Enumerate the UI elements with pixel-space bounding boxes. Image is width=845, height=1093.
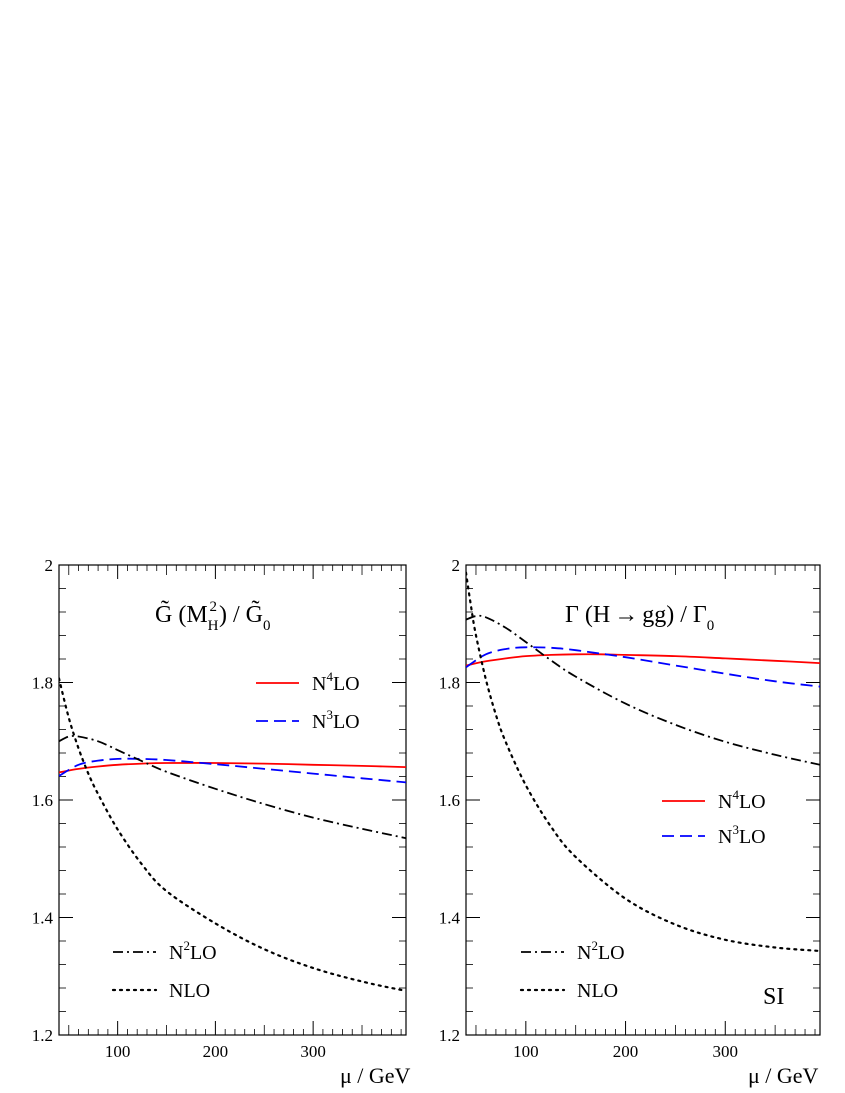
legend-label-rest: LO [333, 673, 360, 695]
x-axis-label: μ / GeV [340, 1063, 411, 1088]
legend-label-base: N [718, 791, 732, 813]
series-line-n2lo [59, 735, 406, 840]
y-tick-label: 1.4 [439, 909, 461, 928]
series-line-nlo [466, 571, 820, 953]
title-sub: 0 [263, 618, 271, 634]
legend-label-rest: LO [333, 711, 360, 733]
legend-label-sup: 2 [183, 938, 190, 953]
legend-label-nlo: NLO [577, 980, 618, 1002]
title-part: G̃ (M [155, 600, 208, 628]
plot-frame [58, 564, 407, 1036]
y-tick-label: 1.2 [32, 1026, 53, 1045]
y-tick-label: 2 [452, 556, 461, 575]
title-part: gg) / Γ [642, 602, 707, 628]
x-tick-label: 300 [300, 1042, 326, 1061]
panel-title: G̃ (MH 2) / G̃0 [155, 599, 271, 634]
legend-label-rest: LO [739, 826, 766, 848]
x-tick-label: 100 [513, 1042, 539, 1061]
legend-label-base: N [312, 711, 326, 733]
title-arrow: → [614, 602, 638, 628]
series-line-n3lo [59, 757, 406, 784]
y-tick-label: 1.8 [32, 674, 53, 693]
series-line-n3lo [466, 646, 820, 688]
legend-label-n3lo: N3LO [718, 822, 766, 848]
legend-label-n2lo: N2LO [577, 938, 625, 964]
legend-label-base: N [169, 942, 183, 964]
panel-title: Γ (H → gg) / Γ0 [565, 602, 714, 634]
title-part: Γ (H [565, 602, 610, 628]
legend-label-n4lo: N4LO [718, 787, 766, 813]
x-tick-label: 200 [613, 1042, 639, 1061]
y-tick-label: 1.4 [32, 909, 54, 928]
legend-label-sup: 3 [326, 707, 333, 722]
legend-label-sup: 4 [732, 787, 739, 802]
legend-label-rest: LO [190, 942, 217, 964]
legend-label-n4lo: N4LO [312, 669, 360, 695]
y-tick-label: 2 [45, 556, 54, 575]
panel-annotation: SI [763, 984, 784, 1010]
series-line-n4lo [466, 653, 820, 667]
legend-label-sup: 3 [732, 822, 739, 837]
legend-label-base: N [312, 673, 326, 695]
title-sup: 2 [210, 599, 218, 615]
legend-label-n2lo: N2LO [169, 938, 217, 964]
legend-label-base: N [718, 826, 732, 848]
legend-label-base: NLO [169, 980, 210, 1002]
y-tick-label: 1.6 [439, 791, 460, 810]
title-sub: 0 [707, 618, 715, 634]
plot-frame [465, 564, 821, 1036]
x-tick-label: 100 [105, 1042, 131, 1061]
x-tick-label: 200 [203, 1042, 229, 1061]
legend-label-rest: LO [598, 942, 625, 964]
legend-label-base: NLO [577, 980, 618, 1002]
title-part: ) / G̃ [219, 600, 263, 628]
series-line-n4lo [59, 762, 406, 774]
y-tick-label: 1.6 [32, 791, 53, 810]
legend-label-sup: 2 [591, 938, 598, 953]
legend-label-base: N [577, 942, 591, 964]
y-tick-label: 1.2 [439, 1026, 460, 1045]
legend-label-rest: LO [739, 791, 766, 813]
title-sub: H [208, 618, 219, 634]
x-tick-label: 300 [713, 1042, 739, 1061]
y-tick-label: 1.8 [439, 674, 460, 693]
series-line-nlo [59, 677, 406, 992]
x-axis-label: μ / GeV [748, 1063, 819, 1088]
series-line-n2lo [466, 614, 820, 766]
legend-label-sup: 4 [326, 669, 333, 684]
legend-label-nlo: NLO [169, 980, 210, 1002]
legend-label-n3lo: N3LO [312, 707, 360, 733]
